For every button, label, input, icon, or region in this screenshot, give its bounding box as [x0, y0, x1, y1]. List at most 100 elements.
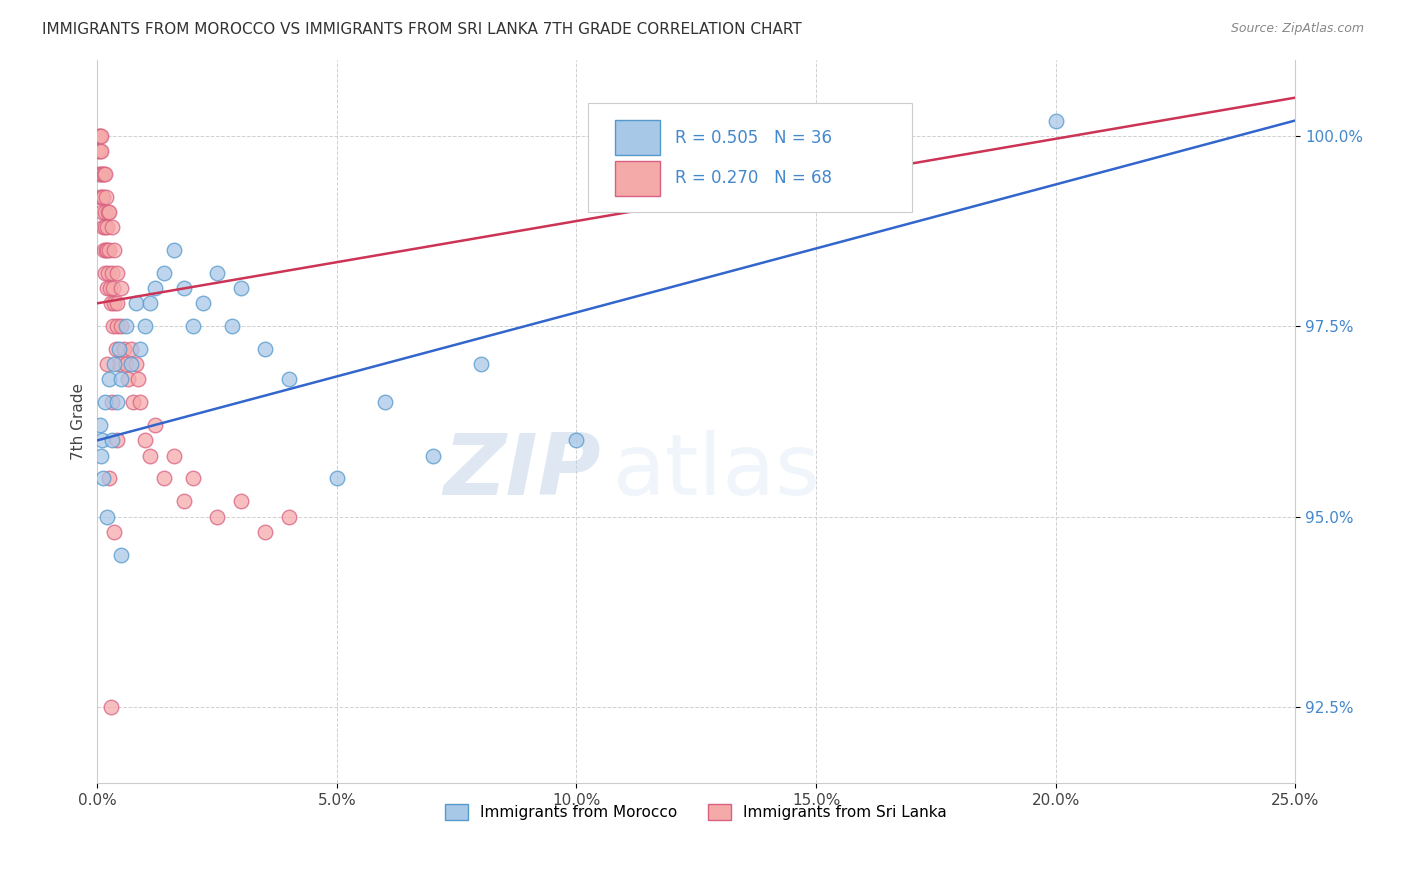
Point [105, 266, 128, 280]
Point [1045, 113, 1067, 128]
Point [163, 449, 186, 463]
Point [98, 205, 121, 219]
Point [89, 128, 111, 143]
Point [90, 205, 112, 219]
Point [96, 281, 118, 295]
Point [91, 471, 114, 485]
Point [127, 372, 149, 386]
Text: R = 0.505   N = 36: R = 0.505 N = 36 [675, 128, 832, 146]
Point [101, 281, 124, 295]
Point [139, 449, 162, 463]
Point [98, 281, 121, 295]
Point [94, 220, 117, 235]
Point [100, 296, 122, 310]
Point [98, 372, 121, 386]
Point [90, 144, 112, 158]
Point [96, 220, 118, 235]
Point [100, 395, 122, 409]
Text: IMMIGRANTS FROM MOROCCO VS IMMIGRANTS FROM SRI LANKA 7TH GRADE CORRELATION CHART: IMMIGRANTS FROM MOROCCO VS IMMIGRANTS FR… [42, 22, 801, 37]
Point [143, 281, 166, 295]
Point [181, 319, 204, 334]
Point [108, 357, 131, 371]
Point [120, 357, 142, 371]
Point [94, 266, 117, 280]
Point [103, 243, 125, 257]
Point [326, 471, 349, 485]
Point [221, 319, 243, 334]
Point [91, 220, 114, 235]
FancyBboxPatch shape [589, 103, 912, 211]
Point [105, 434, 128, 448]
Point [129, 342, 152, 356]
Point [205, 266, 228, 280]
Point [120, 342, 142, 356]
Point [91, 189, 114, 203]
Point [91, 189, 114, 203]
Point [103, 357, 125, 371]
Point [110, 319, 132, 334]
Y-axis label: 7th Grade: 7th Grade [72, 383, 86, 459]
Point [110, 372, 132, 386]
Point [112, 342, 135, 356]
Point [205, 509, 228, 524]
Text: atlas: atlas [613, 431, 821, 514]
Point [96, 189, 118, 203]
Point [93, 167, 115, 181]
Point [139, 296, 162, 310]
Point [117, 372, 139, 386]
Point [93, 167, 115, 181]
Point [89, 144, 111, 158]
Point [100, 434, 122, 448]
Point [91, 167, 114, 181]
Point [129, 395, 152, 409]
Point [110, 548, 132, 562]
Point [87, 128, 110, 143]
Point [103, 296, 125, 310]
Point [96, 509, 118, 524]
Point [90, 128, 112, 143]
Point [93, 205, 115, 219]
Point [254, 524, 277, 539]
Point [103, 524, 125, 539]
Point [122, 395, 145, 409]
Point [278, 372, 301, 386]
Point [100, 220, 122, 235]
Point [115, 319, 138, 334]
Point [229, 494, 252, 508]
Point [91, 434, 114, 448]
Point [173, 281, 195, 295]
Point [97, 205, 120, 219]
FancyBboxPatch shape [614, 120, 661, 155]
Point [163, 243, 186, 257]
Text: ZIP: ZIP [443, 431, 600, 514]
Point [89, 167, 111, 181]
Text: R = 0.270   N = 68: R = 0.270 N = 68 [675, 169, 832, 187]
Point [101, 319, 124, 334]
Text: Source: ZipAtlas.com: Source: ZipAtlas.com [1230, 22, 1364, 36]
Point [565, 434, 588, 448]
Point [173, 494, 195, 508]
Point [374, 395, 396, 409]
Point [134, 319, 156, 334]
Point [94, 243, 117, 257]
Point [98, 243, 121, 257]
Point [470, 357, 492, 371]
Point [153, 266, 176, 280]
Point [105, 395, 128, 409]
Point [96, 243, 118, 257]
Point [134, 434, 156, 448]
Point [89, 418, 111, 433]
Point [90, 449, 112, 463]
Point [97, 266, 120, 280]
Point [191, 296, 214, 310]
Point [105, 296, 128, 310]
Point [93, 243, 115, 257]
Point [110, 281, 132, 295]
Point [153, 471, 176, 485]
Point [104, 342, 127, 356]
Point [143, 418, 166, 433]
Point [125, 357, 148, 371]
Point [90, 167, 112, 181]
Point [100, 266, 122, 280]
Point [96, 357, 118, 371]
